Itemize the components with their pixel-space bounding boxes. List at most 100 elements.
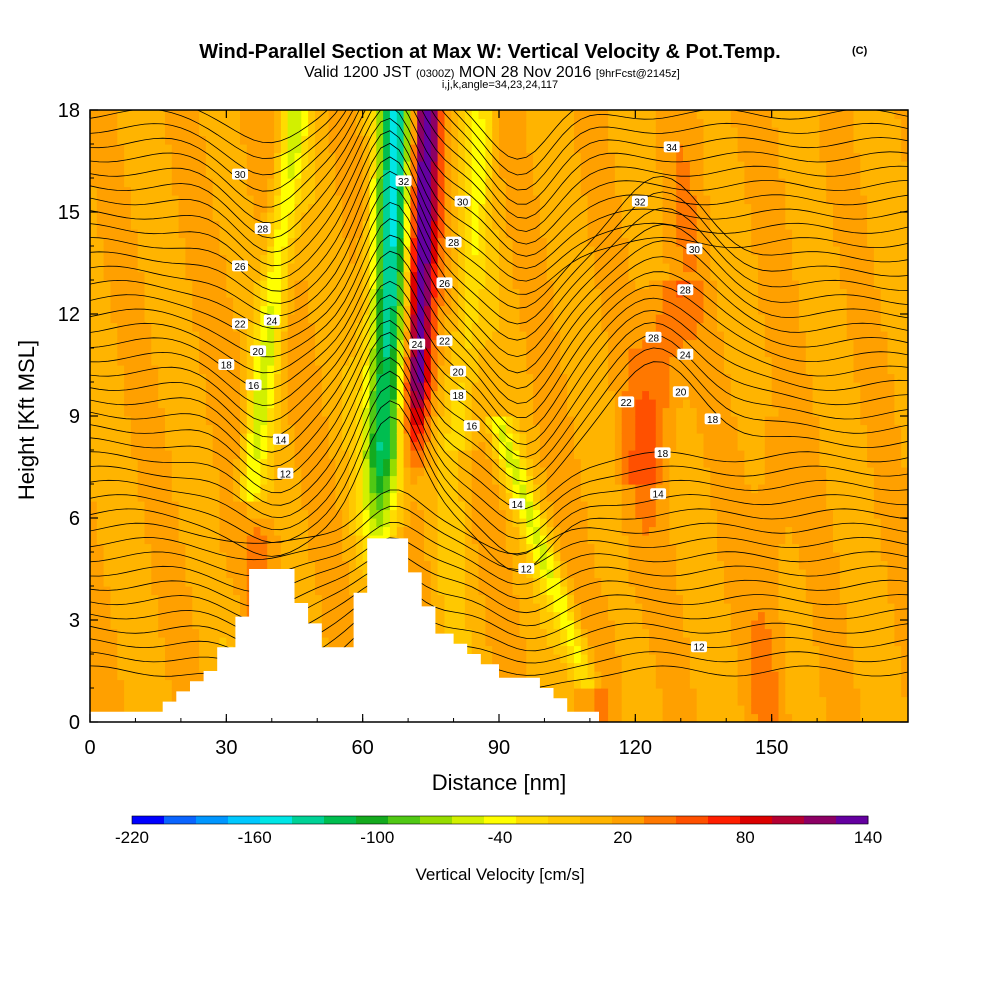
velocity-cell <box>267 297 275 307</box>
velocity-cell <box>349 535 357 545</box>
velocity-cell <box>110 161 118 171</box>
velocity-cell <box>205 186 214 196</box>
velocity-cell <box>383 110 391 120</box>
velocity-cell <box>301 186 309 196</box>
velocity-cell <box>458 254 466 264</box>
velocity-cell <box>96 399 105 409</box>
velocity-cell <box>219 458 227 468</box>
velocity-cell <box>178 611 186 621</box>
velocity-cell <box>492 526 500 536</box>
velocity-cell <box>96 203 105 213</box>
velocity-cell <box>308 356 316 366</box>
velocity-cell <box>212 543 221 553</box>
velocity-cell <box>355 518 364 528</box>
velocity-cell <box>117 509 125 519</box>
velocity-cell <box>315 118 323 128</box>
velocity-cell <box>199 501 207 511</box>
velocity-cell <box>233 543 241 553</box>
velocity-cell <box>335 637 343 647</box>
velocity-cell <box>533 246 541 256</box>
velocity-cell <box>485 110 493 120</box>
velocity-cell <box>185 135 193 145</box>
velocity-cell <box>519 127 527 137</box>
velocity-cell <box>321 407 330 417</box>
velocity-cell <box>137 220 146 230</box>
velocity-cell <box>165 433 173 443</box>
velocity-cell <box>328 161 336 171</box>
velocity-cell <box>546 424 555 434</box>
velocity-cell <box>403 280 411 290</box>
velocity-cell <box>362 212 371 222</box>
velocity-cell <box>389 110 398 120</box>
velocity-cell <box>199 628 207 638</box>
velocity-cell <box>349 424 357 434</box>
velocity-cell <box>124 552 132 562</box>
velocity-cell <box>464 169 473 179</box>
velocity-cell <box>403 203 411 213</box>
velocity-cell <box>130 348 139 358</box>
velocity-cell <box>471 220 480 230</box>
velocity-cell <box>451 110 459 120</box>
velocity-cell <box>451 586 459 596</box>
velocity-cell <box>315 492 323 502</box>
velocity-cell <box>512 356 520 366</box>
velocity-cell <box>137 110 146 120</box>
velocity-cell <box>205 152 214 162</box>
velocity-cell <box>376 110 384 120</box>
velocity-cell <box>144 577 152 587</box>
velocity-cell <box>137 484 146 494</box>
velocity-cell <box>499 203 507 213</box>
velocity-cell <box>464 356 473 366</box>
velocity-cell <box>192 654 200 664</box>
velocity-cell <box>396 144 405 154</box>
velocity-cell <box>260 135 268 145</box>
velocity-cell <box>90 535 98 545</box>
velocity-cell <box>96 467 105 477</box>
velocity-cell <box>321 577 330 587</box>
velocity-cell <box>90 577 98 587</box>
velocity-cell <box>424 441 432 451</box>
velocity-cell <box>355 407 364 417</box>
velocity-cell <box>240 161 248 171</box>
velocity-cell <box>362 356 371 366</box>
velocity-cell <box>519 509 527 519</box>
velocity-cell <box>253 441 261 451</box>
velocity-cell <box>96 161 105 171</box>
velocity-cell <box>219 390 227 400</box>
velocity-cell <box>389 305 398 315</box>
velocity-cell <box>499 475 507 485</box>
velocity-cell <box>560 662 568 672</box>
velocity-cell <box>246 399 255 409</box>
velocity-cell <box>546 186 555 196</box>
velocity-cell <box>192 501 200 511</box>
velocity-cell <box>512 280 520 290</box>
velocity-cell <box>471 322 480 332</box>
velocity-cell <box>110 586 118 596</box>
velocity-cell <box>485 288 493 298</box>
velocity-cell <box>233 535 241 545</box>
velocity-cell <box>96 178 105 188</box>
velocity-cell <box>158 382 166 392</box>
velocity-cell <box>403 331 411 341</box>
velocity-cell <box>165 484 173 494</box>
velocity-cell <box>267 263 275 273</box>
velocity-cell <box>274 229 282 239</box>
velocity-cell <box>294 246 302 256</box>
velocity-cell <box>158 356 166 366</box>
velocity-cell <box>383 475 391 485</box>
velocity-cell <box>553 339 561 349</box>
velocity-cell <box>437 348 445 358</box>
velocity-cell <box>171 637 180 647</box>
velocity-cell <box>403 390 411 400</box>
velocity-cell <box>158 118 166 128</box>
velocity-cell <box>267 382 275 392</box>
velocity-cell <box>192 212 200 222</box>
velocity-cell <box>478 314 486 324</box>
velocity-cell <box>492 399 500 409</box>
velocity-cell <box>185 169 193 179</box>
velocity-cell <box>478 178 486 188</box>
velocity-cell <box>533 365 541 375</box>
velocity-cell <box>369 501 377 511</box>
velocity-cell <box>458 178 466 188</box>
velocity-cell <box>280 484 289 494</box>
